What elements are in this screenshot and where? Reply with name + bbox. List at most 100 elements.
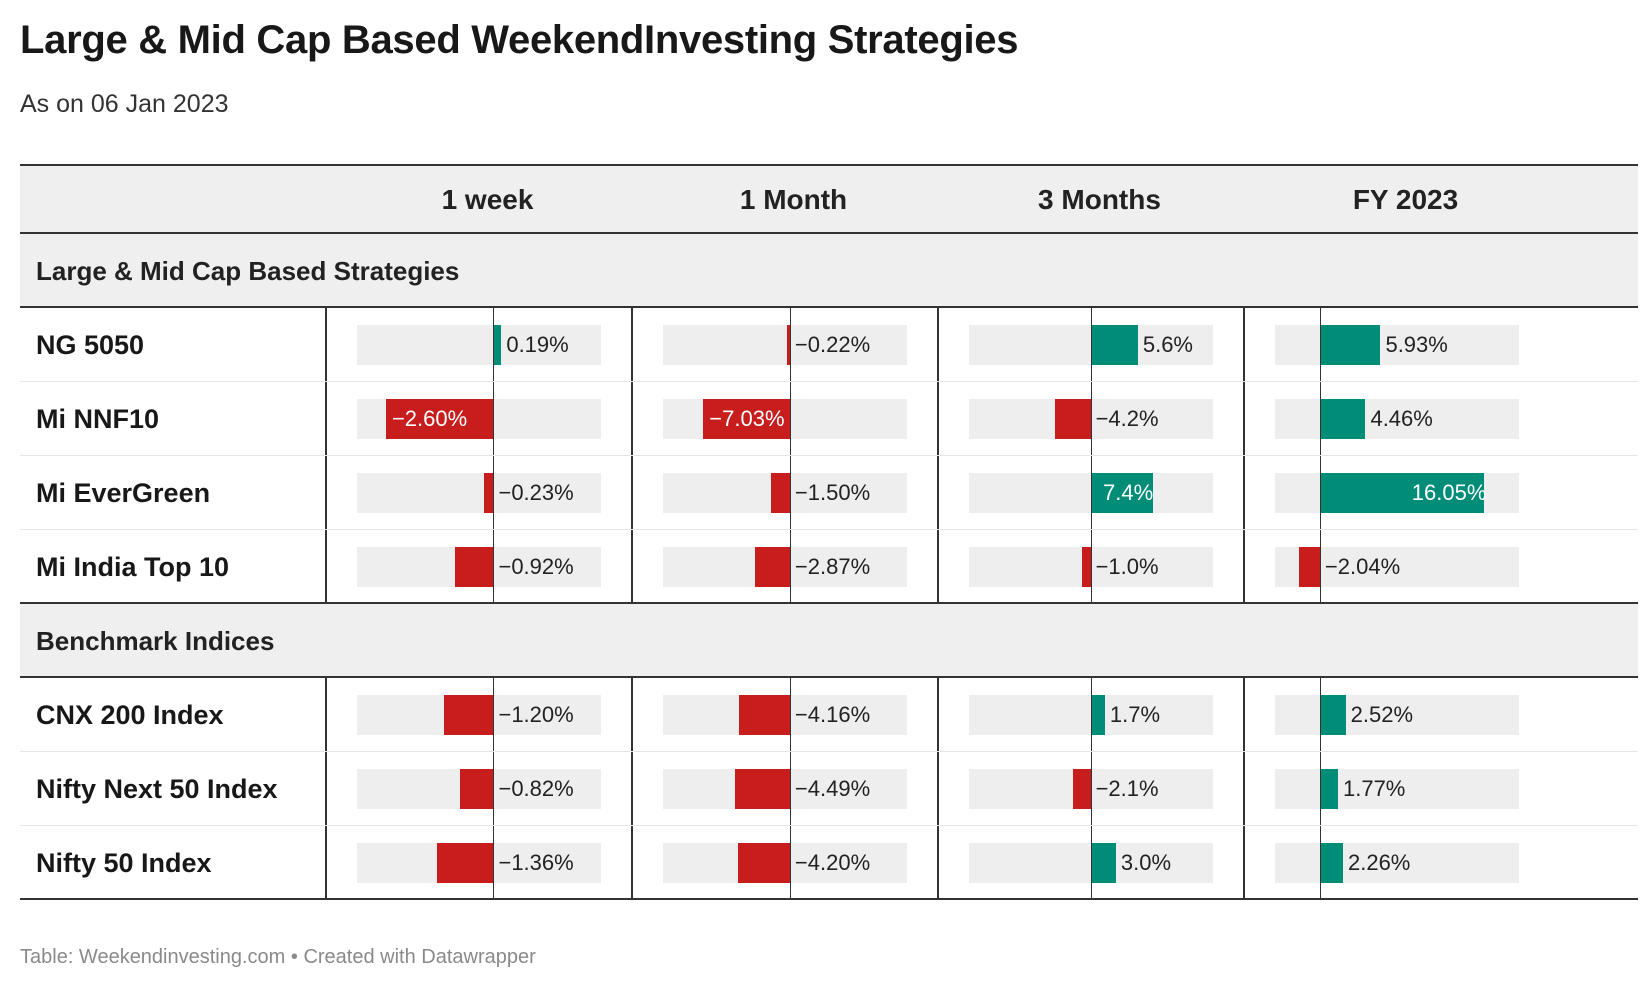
column-divider xyxy=(937,382,939,455)
table-header-row: 1 week 1 Month 3 Months FY 2023 xyxy=(20,164,1638,234)
zero-line xyxy=(1090,456,1092,529)
column-divider xyxy=(325,382,327,455)
zero-line xyxy=(789,678,791,751)
zero-line xyxy=(1319,678,1321,751)
bar-3-months xyxy=(1090,843,1116,883)
table-row: NG 5050 0.19% −0.22% 5.6% 5.93% xyxy=(20,308,1638,382)
zero-line xyxy=(493,456,495,529)
bar-1-month xyxy=(703,399,790,439)
value-label-1-month: −2.87% xyxy=(794,554,871,579)
bar-1-week xyxy=(443,695,494,735)
column-divider xyxy=(1243,826,1245,898)
column-divider xyxy=(631,678,633,751)
table-row: Mi India Top 10 −0.92% −2.87% −1.0% −2.04% xyxy=(20,530,1638,604)
row-label: Mi India Top 10 xyxy=(36,552,230,582)
value-label-fy-2023: 2.26% xyxy=(1347,850,1411,875)
source-footer: Table: Weekendinvesting.com • Created wi… xyxy=(20,946,536,968)
column-divider xyxy=(1243,530,1245,602)
bar-fy-2023 xyxy=(1319,843,1343,883)
row-label: NG 5050 xyxy=(36,330,145,360)
bar-1-month xyxy=(754,547,790,587)
group-header: Benchmark Indices xyxy=(20,604,1638,678)
bar-fy-2023 xyxy=(1319,473,1484,513)
bar-1-month xyxy=(738,695,790,735)
bar-3-months xyxy=(1090,325,1138,365)
value-label-1-week: −1.20% xyxy=(498,702,574,727)
column-divider xyxy=(937,752,939,825)
zero-line xyxy=(1319,826,1321,898)
bar-1-week xyxy=(455,547,494,587)
column-divider xyxy=(631,826,633,898)
row-label: CNX 200 Index xyxy=(36,700,224,730)
column-divider xyxy=(937,308,939,381)
column-divider xyxy=(1243,308,1245,381)
group-label: Benchmark Indices xyxy=(36,626,275,656)
table-row: CNX 200 Index −1.20% −4.16% 1.7% 2.52% xyxy=(20,678,1638,752)
value-label-1-month: −4.49% xyxy=(794,776,871,801)
zero-line xyxy=(1090,752,1092,825)
column-divider xyxy=(631,456,633,529)
bar-track-fy-2023 xyxy=(1275,325,1519,365)
zero-line xyxy=(1319,752,1321,825)
table-row: Nifty 50 Index −1.36% −4.20% 3.0% 2.26% xyxy=(20,826,1638,900)
value-label-1-month: −4.16% xyxy=(794,702,871,727)
zero-line xyxy=(1090,826,1092,898)
group-label: Large & Mid Cap Based Strategies xyxy=(36,256,460,286)
value-label-fy-2023: 1.77% xyxy=(1342,776,1406,801)
bar-1-week xyxy=(437,843,494,883)
zero-line xyxy=(1319,530,1321,602)
bar-fy-2023 xyxy=(1319,695,1346,735)
chart-title: Large & Mid Cap Based WeekendInvesting S… xyxy=(20,18,1019,62)
column-header-1-month: 1 Month xyxy=(739,184,848,215)
bar-1-month xyxy=(738,843,790,883)
zero-line xyxy=(789,530,791,602)
value-label-3-months: −2.1% xyxy=(1095,776,1159,801)
zero-line xyxy=(1090,308,1092,381)
value-label-1-month: −7.03% xyxy=(709,406,785,431)
value-label-fy-2023: 2.52% xyxy=(1350,702,1414,727)
bar-track-1-week xyxy=(357,325,601,365)
column-divider xyxy=(1243,382,1245,455)
column-header-1-week: 1 week xyxy=(441,184,534,215)
bar-fy-2023 xyxy=(1299,547,1320,587)
value-label-1-week: −1.36% xyxy=(498,850,574,875)
value-label-fy-2023: 16.05% xyxy=(1411,480,1487,505)
table-row: Nifty Next 50 Index −0.82% −4.49% −2.1% 1.77… xyxy=(20,752,1638,826)
value-label-1-week: 0.19% xyxy=(506,332,569,357)
value-label-3-months: 3.0% xyxy=(1120,850,1172,875)
zero-line xyxy=(1319,456,1321,529)
column-divider xyxy=(325,456,327,529)
bar-track-fy-2023 xyxy=(1275,695,1519,735)
zero-line xyxy=(789,456,791,529)
column-divider xyxy=(1243,678,1245,751)
row-label: Nifty Next 50 Index xyxy=(36,774,278,804)
value-label-fy-2023: 5.93% xyxy=(1385,332,1448,357)
column-divider xyxy=(631,308,633,381)
value-label-3-months: 1.7% xyxy=(1109,702,1161,727)
bar-fy-2023 xyxy=(1319,769,1338,809)
value-label-3-months: 5.6% xyxy=(1142,332,1193,357)
value-label-1-month: −1.50% xyxy=(794,480,871,505)
bar-1-month xyxy=(771,473,790,513)
zero-line xyxy=(1090,678,1092,751)
zero-line xyxy=(1319,382,1321,455)
value-label-3-months: 7.4% xyxy=(1103,480,1154,505)
bar-3-months xyxy=(1072,769,1091,809)
value-label-fy-2023: −2.04% xyxy=(1324,554,1401,579)
column-header-fy-2023: FY 2023 xyxy=(1352,184,1459,215)
zero-line xyxy=(789,382,791,455)
bar-fy-2023 xyxy=(1319,399,1366,439)
value-label-1-week: −0.23% xyxy=(498,480,574,505)
bar-3-months xyxy=(1090,473,1154,513)
value-label-3-months: −1.0% xyxy=(1095,554,1159,579)
column-divider xyxy=(325,308,327,381)
bar-1-week xyxy=(459,769,494,809)
zero-line xyxy=(493,678,495,751)
value-label-1-week: −0.92% xyxy=(498,554,574,579)
bar-1-month xyxy=(786,325,790,365)
row-label: Nifty 50 Index xyxy=(36,848,212,878)
column-divider xyxy=(937,530,939,602)
bar-3-months xyxy=(1082,547,1091,587)
zero-line xyxy=(1319,308,1321,381)
column-divider xyxy=(325,678,327,751)
